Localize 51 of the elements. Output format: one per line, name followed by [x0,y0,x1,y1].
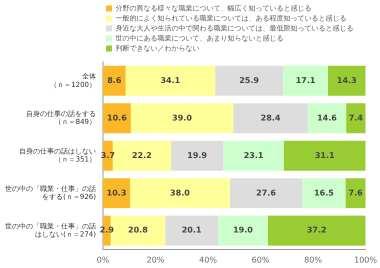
bar [171,140,224,171]
bar [283,66,328,96]
data-label: 25.9 [239,76,260,85]
data-label: 7.4 [348,113,364,122]
x-tick-label: 100% [354,255,378,264]
data-label: 37.2 [306,226,327,235]
data-label: 8.6 [107,76,122,85]
data-label: 31.1 [314,150,336,160]
bar [103,103,131,134]
data-label: 7.6 [348,188,364,198]
data-label: 20.8 [128,226,148,235]
bar [130,178,230,208]
bar [308,103,346,134]
data-label: 14.6 [317,113,338,122]
data-label: 34.1 [160,76,181,85]
bar [126,66,216,96]
x-tick-label: 60% [252,255,270,264]
bar [302,178,346,208]
data-label: 39.0 [172,113,192,122]
data-label: 10.3 [106,188,126,198]
data-label: 19.0 [233,226,254,235]
bar [223,140,284,171]
bar [328,66,366,96]
bar [230,178,302,208]
x-tick-label: 20% [146,255,165,264]
data-label: 16.5 [314,188,334,198]
data-label: 38.0 [170,188,190,198]
bar [346,103,366,134]
bar [215,66,284,96]
bar [112,140,172,171]
data-label: 20.1 [182,226,202,235]
data-label: 23.1 [244,150,264,160]
x-tick-label: 40% [199,255,218,264]
bar [165,216,218,246]
bar [103,66,126,96]
data-label: 28.4 [260,113,281,122]
bar [268,216,366,246]
bar [284,140,366,171]
bar [233,103,308,134]
data-label: 17.1 [296,76,316,85]
bar [346,178,366,208]
bar [103,178,130,208]
x-tick-label: 80% [304,255,322,264]
data-label: 27.6 [256,188,276,198]
data-label: 22.2 [132,150,152,160]
data-label: 19.9 [187,150,208,160]
bar [130,103,234,134]
data-label: 10.6 [107,113,128,122]
bar [218,216,268,246]
data-label: 14.3 [336,76,357,85]
x-tick-label: 0% [96,255,110,264]
